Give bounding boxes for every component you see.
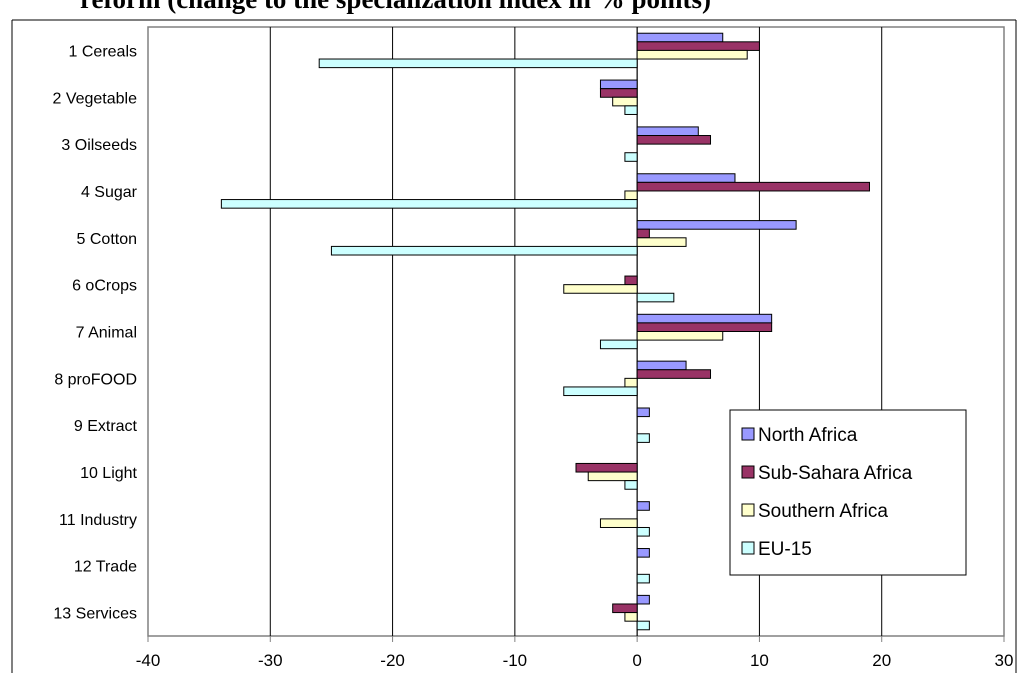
bar — [612, 96, 638, 107]
bar — [636, 173, 736, 183]
bars — [220, 32, 870, 631]
bar — [636, 135, 712, 145]
bar — [563, 284, 638, 294]
bar — [636, 360, 687, 371]
legend-swatch — [741, 465, 755, 479]
bar — [318, 58, 638, 69]
bar — [636, 49, 748, 60]
bar — [624, 480, 638, 490]
bar — [636, 331, 724, 341]
bar — [636, 292, 675, 303]
category-label: 11 Industry — [59, 512, 137, 529]
bar — [624, 152, 638, 162]
bar — [624, 105, 638, 115]
category-label: 4 Sugar — [81, 184, 138, 201]
x-tick-label: -10 — [503, 651, 528, 670]
bar — [636, 573, 650, 584]
category-label: 7 Animal — [76, 325, 137, 342]
bar — [599, 518, 638, 528]
bar — [636, 501, 650, 511]
bar — [636, 594, 650, 605]
legend-swatch — [741, 541, 755, 555]
x-tick-label: -20 — [380, 651, 405, 670]
category-label: 9 Extract — [74, 418, 138, 435]
legend-label: Southern Africa — [758, 501, 888, 522]
bar — [636, 313, 773, 324]
legend-label: North Africa — [758, 425, 858, 446]
bar — [636, 322, 773, 332]
legend-box — [729, 409, 967, 576]
category-label: 8 proFOOD — [54, 371, 137, 388]
chart-title: reform (change to the specialization ind… — [80, 0, 711, 15]
x-tick-label: -40 — [136, 651, 161, 670]
bar — [624, 190, 638, 201]
bar — [636, 126, 699, 137]
legend-swatch — [741, 503, 755, 517]
bar — [636, 237, 687, 247]
bar — [599, 339, 638, 350]
bar — [624, 377, 638, 388]
category-label: 2 Vegetable — [52, 90, 137, 107]
bar — [636, 548, 650, 558]
bar — [636, 433, 650, 443]
category-label: 13 Services — [53, 606, 137, 623]
bar — [636, 620, 650, 631]
category-label: 1 Cereals — [69, 43, 137, 60]
bar — [636, 407, 650, 418]
bar — [636, 526, 650, 537]
x-tick-label: 10 — [750, 651, 769, 670]
legend-label: EU-15 — [758, 539, 812, 560]
x-tick-label: -30 — [258, 651, 283, 670]
category-label: 6 oCrops — [72, 278, 137, 295]
bar — [624, 275, 638, 286]
x-tick-label: 0 — [632, 651, 641, 670]
bar — [220, 199, 638, 209]
category-label: 5 Cotton — [77, 231, 137, 248]
legend: North Africa Sub-Sahara Africa Southern Af… — [729, 409, 967, 576]
bar — [636, 228, 650, 239]
bar — [636, 181, 870, 192]
category-labels: 1 Cereals 2 Vegetable 3 Oilseeds 4 Sugar 5 C… — [52, 43, 137, 622]
category-label: 12 Trade — [74, 559, 137, 576]
x-axis-ticks: -40 -30 -20 -10 0 10 20 30 — [136, 636, 1014, 670]
legend-swatch — [741, 427, 755, 441]
x-tick-label: 30 — [995, 651, 1014, 670]
bar — [599, 88, 638, 98]
bar — [587, 471, 638, 482]
bar — [636, 369, 712, 379]
bar — [612, 603, 638, 614]
bar — [563, 386, 638, 397]
bar — [575, 462, 638, 473]
bar — [636, 32, 724, 43]
category-label: 10 Light — [80, 465, 137, 482]
bar — [330, 245, 638, 256]
x-tick-label: 20 — [872, 651, 891, 670]
bar — [624, 612, 638, 622]
bar — [636, 41, 760, 51]
bar — [636, 220, 797, 230]
legend-label: Sub-Sahara Africa — [758, 463, 913, 484]
category-label: 3 Oilseeds — [61, 137, 137, 154]
bar — [599, 79, 638, 90]
